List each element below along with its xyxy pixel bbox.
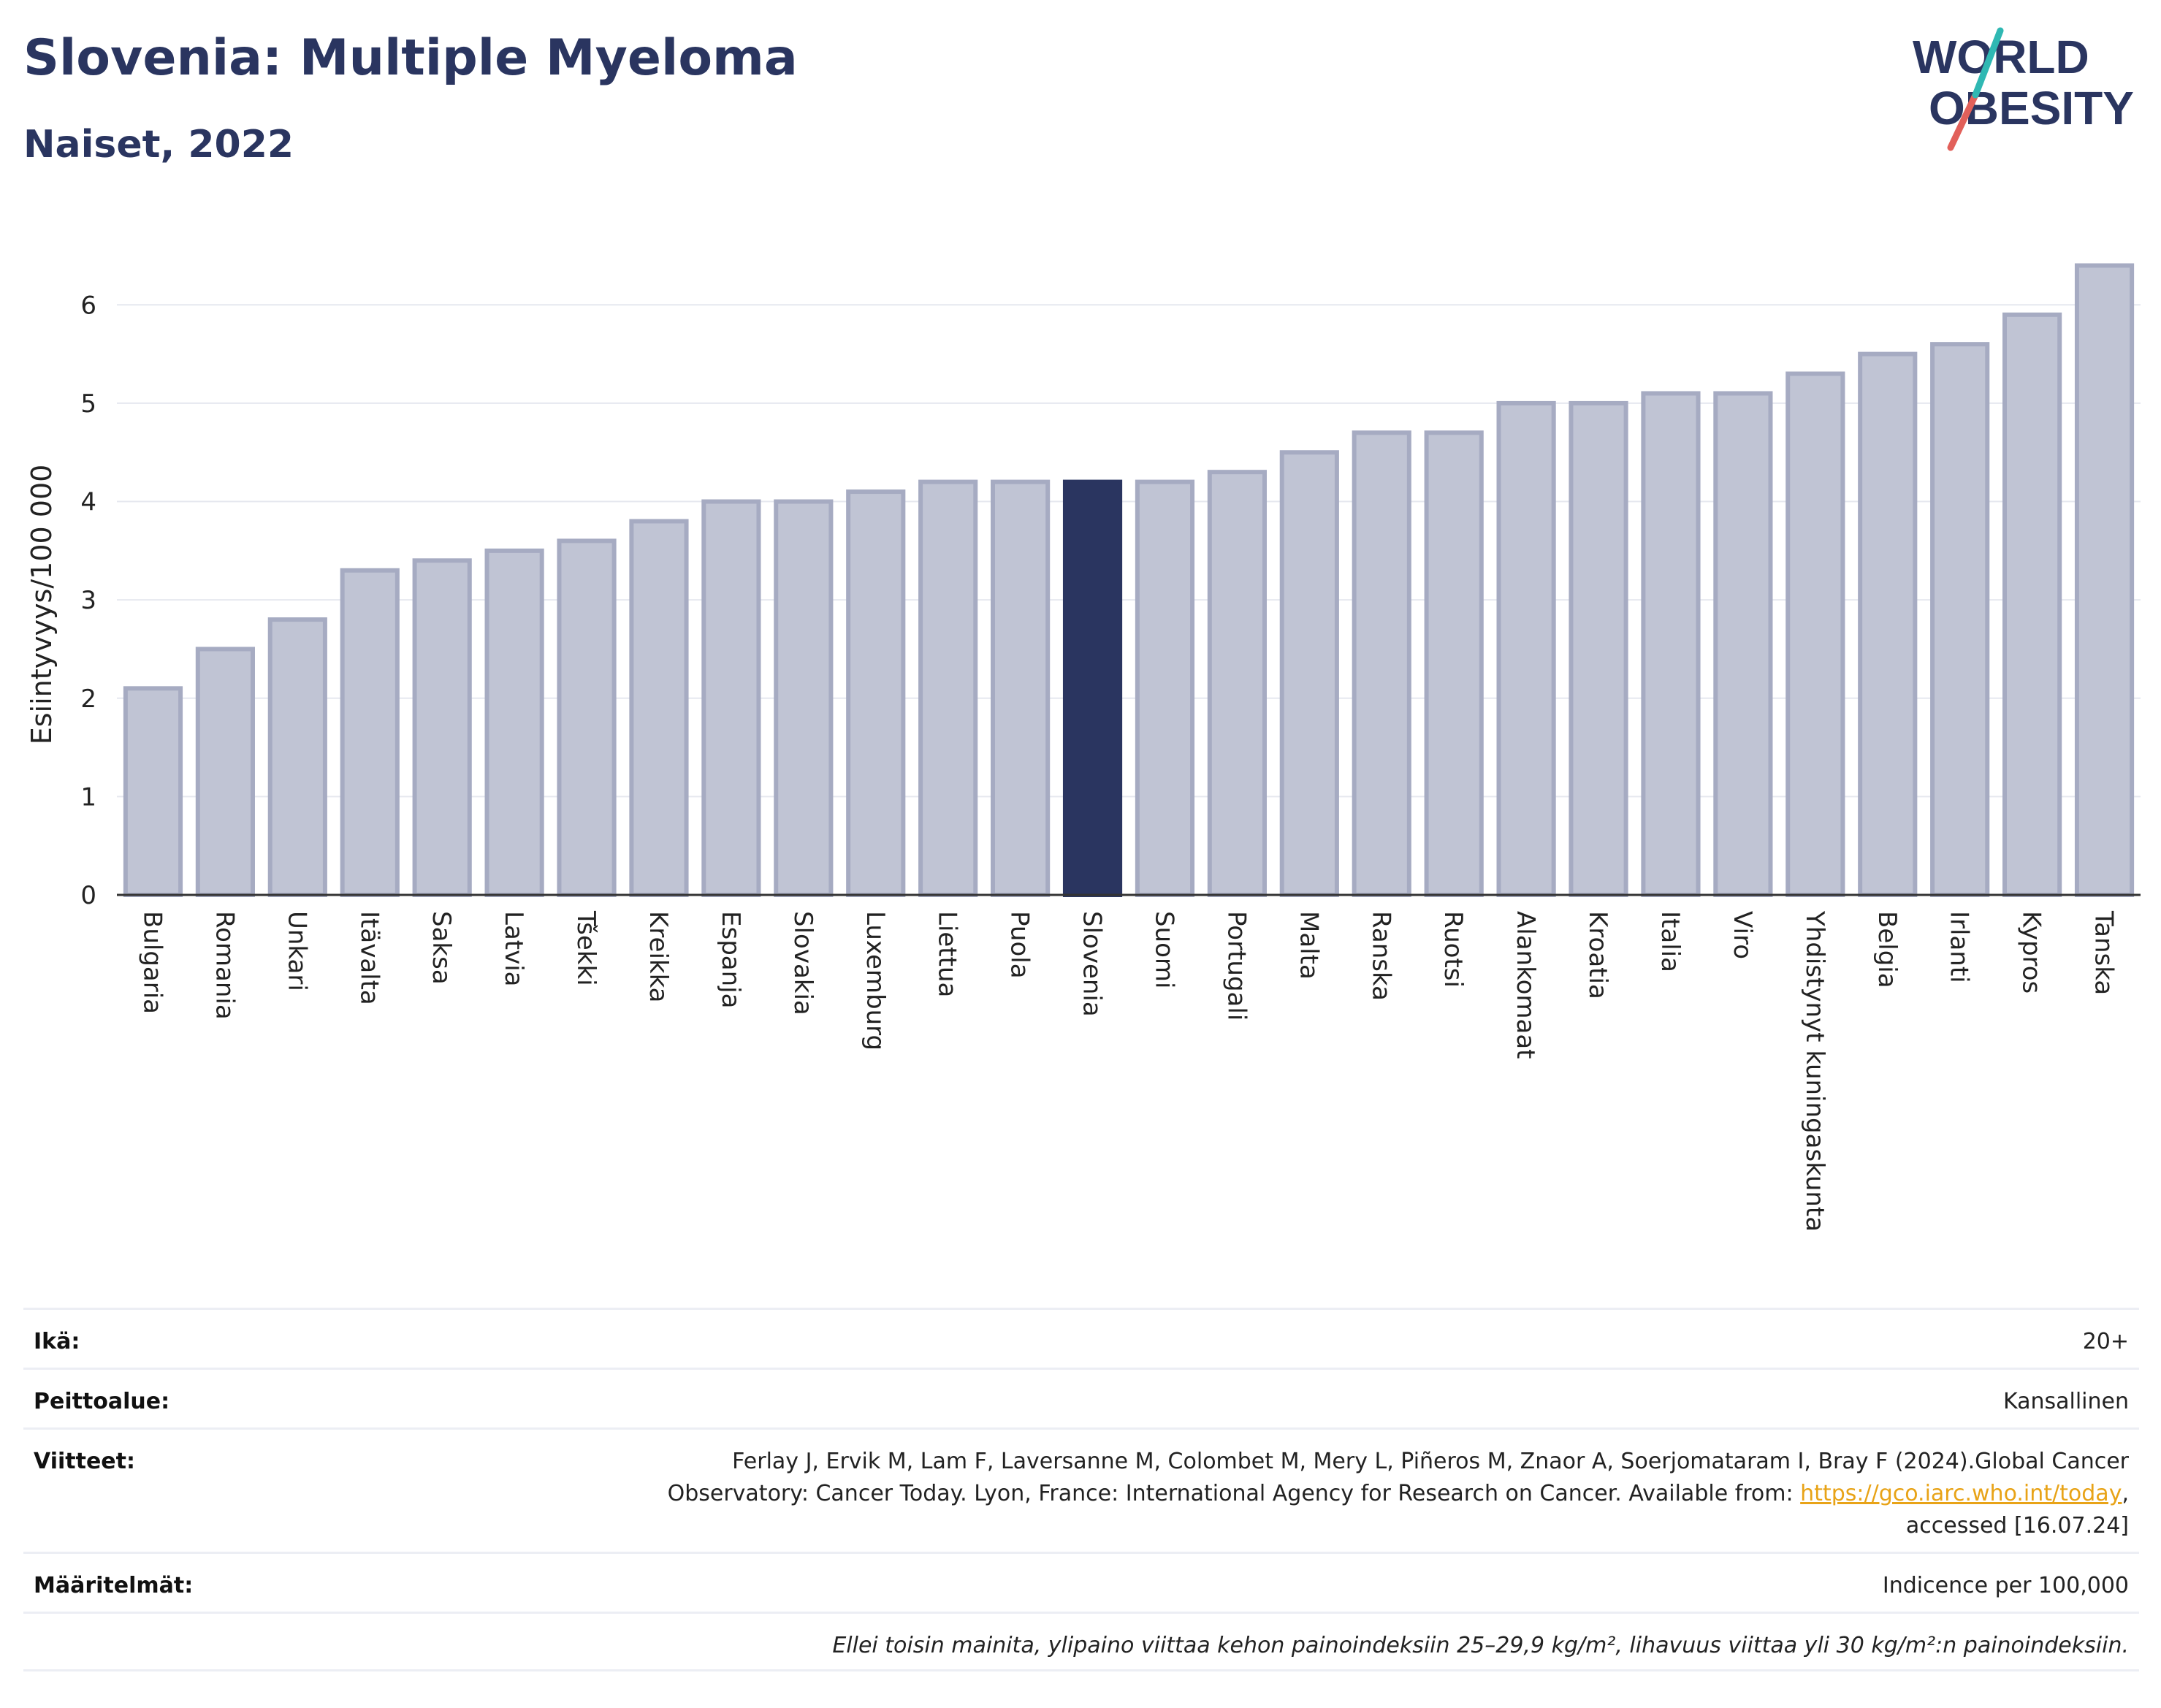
bar-alankomaat[interactable] [1496, 400, 1556, 897]
bar-latvia[interactable] [484, 548, 544, 897]
x-tick-label: Portugali [1221, 911, 1251, 1021]
meta-row-note: Ellei toisin mainita, ylipaino viittaa k… [23, 1612, 2139, 1671]
bar-suomi[interactable] [1135, 479, 1195, 898]
bar-belgia[interactable] [1858, 351, 1918, 898]
logo-slash-teal [1972, 27, 2004, 99]
bar-slovenia[interactable] [1062, 479, 1123, 898]
x-tick-label: Bulgaria [137, 911, 167, 1014]
bar-romania[interactable] [195, 647, 255, 897]
bar-puola[interactable] [991, 479, 1051, 898]
bar-yhdistynyt-kuningaskunta[interactable] [1785, 371, 1845, 898]
references-label: Viitteet: [34, 1449, 135, 1474]
y-tick-label: 6 [80, 291, 96, 320]
bar-bulgaria[interactable] [123, 686, 183, 897]
coverage-label: Peittoalue: [34, 1389, 170, 1414]
x-tick-label: Kroatia [1583, 911, 1612, 999]
bar-viro[interactable] [1713, 391, 1773, 897]
x-tick-label: Slovakia [788, 911, 817, 1015]
y-tick-label: 4 [80, 488, 96, 517]
y-tick-label: 1 [80, 782, 96, 812]
x-tick-label: Saksa [427, 911, 456, 985]
bar-tanska[interactable] [2074, 263, 2135, 897]
bar-ranska[interactable] [1352, 430, 1411, 897]
age-value: 20+ [2082, 1329, 2129, 1354]
x-tick-label: Tšekki [571, 910, 601, 986]
bar-chart: 0 1 2 3 4 5 6 Esiintyvyys/100 000 Bulgaria Romani… [26, 263, 2141, 1232]
bar-malta[interactable] [1279, 450, 1339, 897]
x-tick-label: Tanska [2089, 910, 2119, 995]
x-tick-label: Belgia [1872, 911, 1902, 988]
age-label: Ikä: [34, 1329, 80, 1354]
references-link[interactable]: https://gco.iarc.who.int/today [1800, 1481, 2122, 1506]
x-tick-label: Unkari [282, 911, 311, 991]
bar-irlanti[interactable] [1930, 342, 1990, 897]
bar-kreikka[interactable] [629, 519, 689, 897]
logo-slash-red [1947, 91, 1979, 151]
x-tick-label: Itävalta [354, 911, 384, 1005]
metadata-table: Ikä: 20+ Peittoalue: Kansallinen Viittee… [23, 1308, 2139, 1671]
bar-espanja[interactable] [701, 499, 761, 897]
bar-liettua[interactable] [918, 479, 978, 898]
bar-italia[interactable] [1641, 391, 1701, 897]
definitions-label: Määritelmät: [34, 1573, 194, 1598]
meta-row-coverage: Peittoalue: Kansallinen [23, 1368, 2139, 1427]
bar-ruotsi[interactable] [1424, 430, 1484, 897]
bar-slovakia[interactable] [774, 499, 834, 897]
x-tick-label: Suomi [1149, 911, 1178, 989]
x-tick-label: Ruotsi [1438, 911, 1468, 988]
y-tick-label: 2 [80, 685, 96, 714]
bar-portugali[interactable] [1207, 470, 1267, 897]
x-tick-label: Latvia [499, 911, 528, 987]
references-text-1: Ferlay J, Ervik M, Lam F, Laversanne M, … [667, 1449, 2129, 1506]
x-tick-label: Alankomaat [1511, 911, 1540, 1059]
x-tick-label: Espanja [716, 911, 745, 1008]
x-tick-label: Italia [1655, 911, 1685, 972]
bar-kypros[interactable] [2002, 312, 2062, 897]
references-text-2: , accessed [16.07.24] [1905, 1481, 2129, 1539]
bar-tšekki[interactable] [557, 538, 617, 897]
meta-row-age: Ikä: 20+ [23, 1308, 2139, 1368]
x-tick-label: Romania [210, 911, 239, 1020]
world-obesity-logo: WORLD OBESITY [1913, 27, 2134, 151]
x-tick-label: Ranska [1366, 911, 1395, 1001]
references-value: Ferlay J, Ervik M, Lam F, Laversanne M, … [595, 1446, 2129, 1542]
x-tick-label: Yhdistynyt kuningaskunta [1800, 910, 1829, 1232]
y-tick-label: 5 [80, 389, 96, 419]
bar-itävalta[interactable] [340, 568, 400, 897]
bar-luxemburg[interactable] [846, 489, 906, 898]
coverage-value: Kansallinen [2002, 1389, 2129, 1414]
x-tick-label: Luxemburg [861, 911, 890, 1051]
y-axis-title: Esiintyvyys/100 000 [26, 465, 58, 745]
x-tick-label: Irlanti [1945, 911, 1974, 983]
x-tick-label: Liettua [933, 911, 962, 997]
x-tick-label: Viro [1728, 911, 1757, 959]
x-tick-label: Malta [1294, 911, 1323, 980]
chart-title: Slovenia: Multiple Myeloma [23, 29, 798, 87]
y-tick-label: 0 [80, 881, 96, 910]
x-tick-label: Puola [1005, 911, 1034, 979]
x-tick-label: Kypros [2017, 911, 2046, 994]
bar-unkari[interactable] [267, 617, 327, 897]
bar-kroatia[interactable] [1569, 400, 1628, 897]
meta-row-references: Viitteet: Ferlay J, Ervik M, Lam F, Lave… [23, 1427, 2139, 1552]
x-tick-label: Slovenia [1078, 911, 1107, 1017]
y-tick-label: 3 [80, 586, 96, 615]
logo-line-1: WORLD [1913, 31, 2089, 83]
note-text: Ellei toisin mainita, ylipaino viittaa k… [832, 1633, 2129, 1658]
meta-row-definitions: Määritelmät: Indicence per 100,000 [23, 1552, 2139, 1612]
definitions-value: Indicence per 100,000 [1882, 1573, 2129, 1598]
chart-subtitle: Naiset, 2022 [23, 123, 294, 167]
x-tick-label: Kreikka [644, 911, 673, 1003]
bar-saksa[interactable] [412, 558, 472, 897]
